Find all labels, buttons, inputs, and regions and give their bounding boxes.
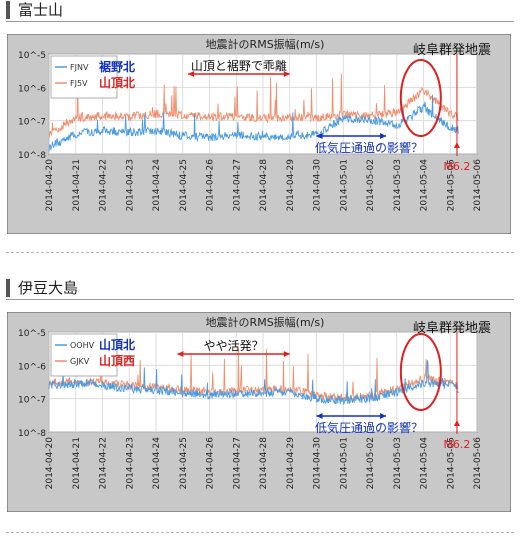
divider <box>6 532 514 533</box>
series-line-oohv <box>48 360 459 406</box>
x-tick-label: 2014-04-27 <box>232 159 242 211</box>
y-tick-label: 10^-8 <box>18 429 46 439</box>
annotation-quake: 岐阜群発地震 <box>413 42 491 58</box>
x-tick-label: 2014-05-06 <box>473 159 483 212</box>
header-rule <box>6 21 514 22</box>
annotation-ellipse <box>399 333 442 411</box>
legend-box <box>50 333 118 377</box>
x-tick-label: 2014-04-27 <box>232 437 242 489</box>
x-tick-label: 2014-05-03 <box>393 437 403 489</box>
x-tick-label: 2014-04-30 <box>313 437 323 490</box>
annotation-magnitude: M6.2 <box>443 438 470 451</box>
x-tick-label: 2014-04-28 <box>259 159 269 212</box>
section-title: 富士山 <box>18 1 64 19</box>
x-tick-label: 2014-04-24 <box>152 159 162 212</box>
chart-izu-oshima: 2014-04-20 2014-04-21 2014-04-22 2014-04-23… <box>7 312 511 512</box>
legend-entry: FJNV <box>70 63 89 72</box>
annotation-pressure: 低気圧通過の影響？ <box>315 420 423 435</box>
section-header-izu-oshima: 伊豆大島 <box>6 278 514 300</box>
series-line-fjnv <box>48 94 459 152</box>
x-tick-label: 2014-05-02 <box>366 437 376 489</box>
annotation-magnitude: M6.2 <box>443 160 470 173</box>
x-tick-label: 2014-05-06 <box>473 437 483 490</box>
legend-station-label: 山頂北 <box>99 75 135 90</box>
annotation-top: やや活発？ <box>204 339 264 353</box>
y-tick-label: 10^-7 <box>18 396 46 406</box>
y-tick-label: 10^-8 <box>18 151 46 161</box>
x-tick-label: 2014-05-01 <box>339 159 349 211</box>
legend-entry: GJKV <box>70 357 90 366</box>
x-tick-label: 2014-04-22 <box>99 159 109 211</box>
chart-title: 地震計のRMS振幅(m/s) <box>206 37 325 51</box>
annotation-ellipse <box>399 59 442 137</box>
header-rule <box>6 299 514 300</box>
x-tick-label: 2014-05-03 <box>393 159 403 211</box>
x-tick-label: 2014-04-21 <box>72 159 82 211</box>
x-tick-label: 2014-05-02 <box>366 159 376 211</box>
x-tick-label: 2014-04-25 <box>179 437 189 489</box>
legend-station-label: 山頂北 <box>99 337 135 352</box>
header-marker <box>6 1 10 19</box>
x-tick-label: 2014-04-24 <box>152 437 162 490</box>
series-line-fj5v <box>48 73 459 139</box>
x-tick-label: 2014-05-05 <box>446 437 456 489</box>
divider <box>6 252 514 253</box>
legend-entry: FJ5V <box>70 79 88 88</box>
x-tick-label: 2014-04-22 <box>99 437 109 489</box>
x-tick-label: 2014-04-26 <box>206 159 216 212</box>
legend-box <box>50 55 118 99</box>
magnitude-arrow-head <box>453 142 460 148</box>
x-tick-label: 2014-05-04 <box>420 437 430 490</box>
section-title: 伊豆大島 <box>18 279 79 297</box>
annotation-quake: 岐阜群発地震 <box>413 320 491 336</box>
x-tick-label: 2014-05-01 <box>339 437 349 489</box>
y-tick-label: 10^-6 <box>18 362 46 372</box>
legend-station-label: 山頂西 <box>99 353 135 368</box>
x-tick-label: 2014-04-20 <box>45 437 55 490</box>
y-tick-label: 10^-5 <box>18 329 46 339</box>
annotation-top: 山頂と裾野で乖離 <box>191 58 287 73</box>
x-tick-label: 2014-04-29 <box>286 437 296 490</box>
x-tick-label: 2014-04-23 <box>125 159 135 211</box>
y-tick-label: 10^-7 <box>18 118 46 128</box>
legend-entry: OOHV <box>70 341 95 350</box>
x-tick-label: 2014-04-30 <box>313 159 323 212</box>
x-tick-label: 2014-04-28 <box>259 437 269 490</box>
x-tick-label: 2014-04-21 <box>72 437 82 489</box>
x-tick-label: 2014-04-26 <box>206 437 216 490</box>
y-tick-label: 10^-6 <box>18 84 46 94</box>
section-header-fuji: 富士山 <box>6 0 514 22</box>
header-marker <box>6 279 10 297</box>
chart-title: 地震計のRMS振幅(m/s) <box>206 315 325 329</box>
x-tick-label: 2014-05-05 <box>446 159 456 211</box>
legend-station-label: 裾野北 <box>99 59 135 74</box>
x-tick-label: 2014-04-29 <box>286 159 296 212</box>
x-tick-label: 2014-04-25 <box>179 159 189 211</box>
x-tick-label: 2014-05-04 <box>420 159 430 212</box>
chart-fuji: 2014-04-20 2014-04-21 2014-04-22 2014-04-23… <box>7 34 511 234</box>
x-tick-label: 2014-04-20 <box>45 159 55 212</box>
y-tick-label: 10^-5 <box>18 51 46 61</box>
magnitude-arrow-head <box>453 420 460 426</box>
annotation-pressure: 低気圧通過の影響？ <box>315 140 423 155</box>
x-tick-label: 2014-04-23 <box>125 437 135 489</box>
